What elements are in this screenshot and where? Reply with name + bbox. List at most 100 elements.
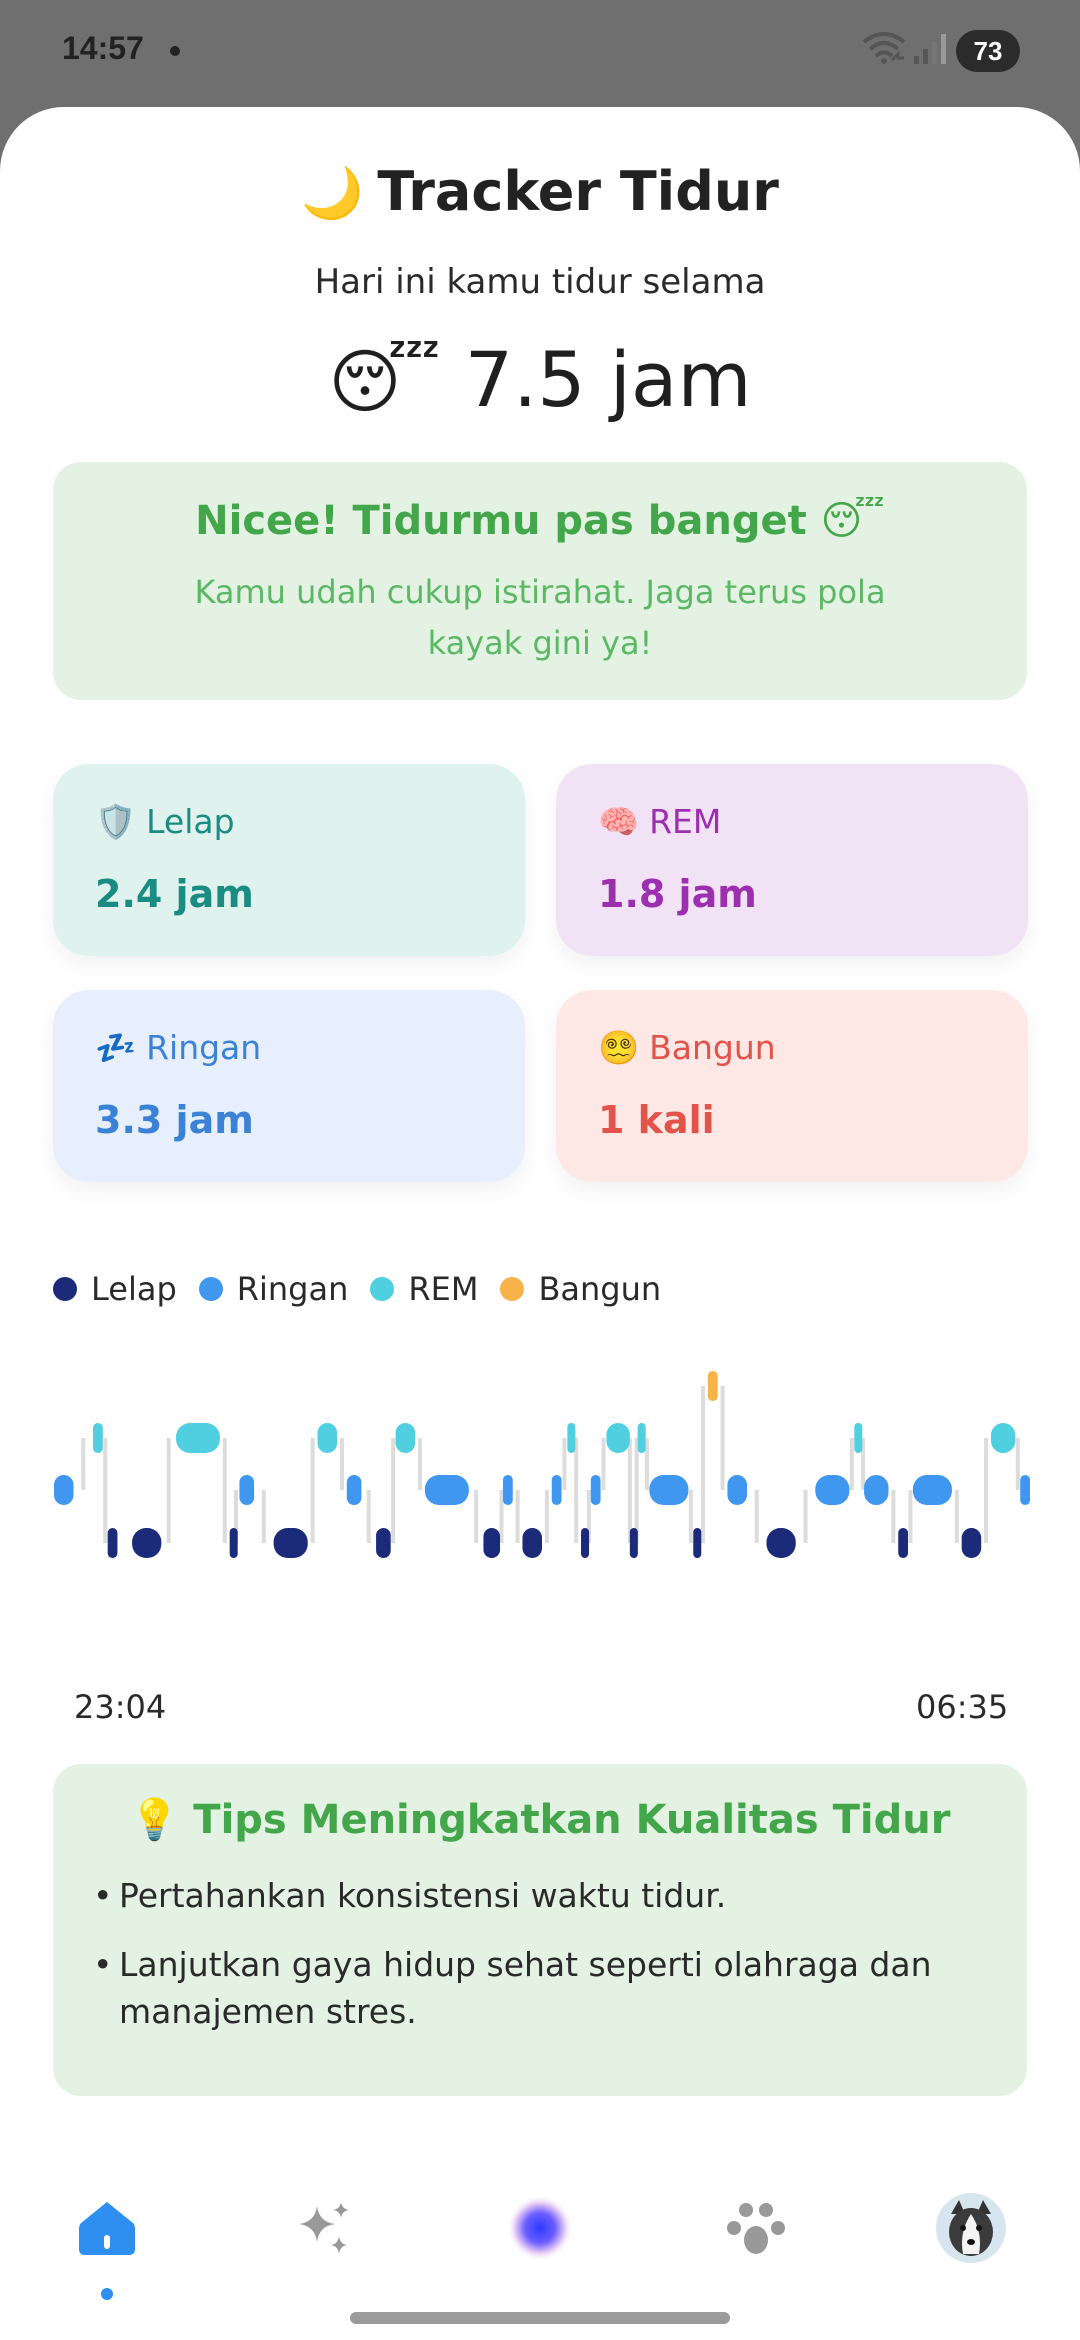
sleep-stage-segment xyxy=(961,1528,982,1558)
chart-end-time: 06:35 xyxy=(916,1688,1009,1726)
sleep-message-card: Nicee! Tidurmu pas banget 😴 Kamu udah cu… xyxy=(53,462,1027,700)
brain-icon: 🧠 xyxy=(598,802,640,841)
sleep-stage-segment xyxy=(567,1423,576,1453)
stat-label: Bangun xyxy=(649,1028,776,1067)
tips-card: 💡 Tips Meningkatkan Kualitas Tidur Perta… xyxy=(53,1764,1027,2096)
sleep-stage-segment xyxy=(766,1528,796,1558)
sleep-stage-segment xyxy=(107,1528,118,1558)
legend-item: REM xyxy=(370,1270,478,1308)
sleeping-face-icon: 😴 xyxy=(328,341,441,423)
sleep-stage-segment xyxy=(54,1475,74,1505)
sleep-stage-segment xyxy=(990,1423,1016,1453)
wifi-icon xyxy=(862,32,906,64)
status-time: 14:57 xyxy=(62,30,144,66)
sleep-stage-segment xyxy=(424,1475,469,1505)
nav-home-button[interactable] xyxy=(67,2188,147,2268)
battery-indicator: 73 xyxy=(956,30,1020,72)
tips-title: 💡 Tips Meningkatkan Kualitas Tidur xyxy=(129,1797,951,1843)
legend-label: REM xyxy=(408,1270,479,1308)
shield-icon: 🛡️ xyxy=(95,802,137,841)
stat-value: 1 kali xyxy=(598,1098,715,1142)
sleep-stage-segment xyxy=(854,1423,863,1453)
crescent-moon-icon: 🌙 xyxy=(301,164,364,222)
stat-card-rem: 🧠 REM 1.8 jam xyxy=(556,764,1028,956)
sleep-stage-segment xyxy=(649,1475,689,1505)
legend-swatch xyxy=(500,1277,525,1301)
stat-label: REM xyxy=(649,802,722,841)
home-indicator-bar xyxy=(350,2312,730,2324)
home-icon xyxy=(79,2202,135,2255)
sleep-hypnogram-chart xyxy=(54,1371,1030,1558)
sleep-stage-segment xyxy=(581,1528,590,1558)
sleep-duration: 😴 7.5 jam xyxy=(0,335,1080,424)
sparkles-icon xyxy=(299,2202,349,2254)
message-title: Nicee! Tidurmu pas banget 😴 xyxy=(195,498,885,544)
sleep-stage-segment xyxy=(707,1371,718,1401)
sleep-stage-segment xyxy=(606,1423,630,1453)
sleep-stage-segment xyxy=(864,1475,889,1505)
legend-item: Lelap xyxy=(53,1270,177,1308)
summary-label: Hari ini kamu tidur selama xyxy=(314,262,766,302)
nav-assistant-button[interactable] xyxy=(500,2188,580,2268)
nav-profile-button[interactable] xyxy=(931,2188,1011,2268)
sleep-stage-segment xyxy=(395,1423,416,1453)
tips-list: Pertahankan konsistensi waktu tidur. Lan… xyxy=(93,1872,993,2057)
sleep-stage-segment xyxy=(629,1528,638,1558)
legend-item: Bangun xyxy=(500,1270,661,1308)
sleep-stage-segment xyxy=(637,1423,646,1453)
status-bar: 14:57 73 xyxy=(0,0,1080,105)
sleep-stage-segment xyxy=(346,1475,362,1505)
stat-value: 1.8 jam xyxy=(598,872,757,916)
sleep-hours-value: 7.5 jam xyxy=(464,335,752,424)
nav-ai-button[interactable] xyxy=(285,2188,365,2268)
sleep-stage-segment xyxy=(912,1475,952,1505)
stat-value: 2.4 jam xyxy=(95,872,254,916)
page-title: 🌙 Tracker Tidur xyxy=(0,160,1080,223)
sleep-stage-segment xyxy=(483,1528,501,1558)
sleep-stage-segment xyxy=(93,1423,103,1453)
chart-legend: Lelap Ringan REM Bangun xyxy=(53,1270,683,1308)
sleep-stage-segment xyxy=(551,1475,562,1505)
people-icon xyxy=(727,2203,785,2254)
legend-label: Lelap xyxy=(91,1270,177,1308)
chart-start-time: 23:04 xyxy=(74,1688,167,1726)
notification-dot xyxy=(170,46,180,56)
sleep-stage-segment xyxy=(693,1528,702,1558)
legend-label: Bangun xyxy=(538,1270,662,1308)
legend-swatch xyxy=(370,1277,395,1301)
legend-swatch xyxy=(198,1277,223,1301)
sleep-stage-segment xyxy=(590,1475,601,1505)
stat-label: Ringan xyxy=(146,1028,262,1067)
sleep-stage-segment xyxy=(898,1528,908,1558)
sleep-stage-segment xyxy=(522,1528,542,1558)
stat-value: 3.3 jam xyxy=(95,1098,254,1142)
dizzy-face-icon: 😵‍💫 xyxy=(598,1028,640,1067)
signal-icon xyxy=(914,34,946,64)
tip-item: Pertahankan konsistensi waktu tidur. xyxy=(93,1872,993,1919)
stat-card-awake: 😵‍💫 Bangun 1 kali xyxy=(556,990,1028,1182)
sleep-stage-segment xyxy=(229,1528,238,1558)
page-title-text: Tracker Tidur xyxy=(377,160,779,223)
sleep-stage-segment xyxy=(376,1528,391,1558)
orb-icon xyxy=(507,2195,573,2261)
legend-swatch xyxy=(53,1277,77,1301)
sleep-stage-segment xyxy=(176,1423,220,1453)
legend-label: Ringan xyxy=(236,1270,349,1308)
stat-card-light: 💤 Ringan 3.3 jam xyxy=(53,990,525,1182)
sleep-stage-segment xyxy=(727,1475,747,1505)
nav-community-button[interactable] xyxy=(716,2188,796,2268)
sleep-stage-segment xyxy=(239,1475,255,1505)
active-tab-indicator xyxy=(101,2288,113,2300)
sleep-stage-segment xyxy=(132,1528,162,1558)
legend-item: Ringan xyxy=(198,1270,349,1308)
sleep-stage-segment xyxy=(815,1475,850,1505)
avatar xyxy=(936,2193,1006,2263)
message-body: Kamu udah cukup istirahat. Jaga terus po… xyxy=(194,573,886,662)
stat-card-deep: 🛡️ Lelap 2.4 jam xyxy=(53,764,525,956)
tip-item: Lanjutkan gaya hidup sehat seperti olahr… xyxy=(93,1941,993,2035)
sleep-stage-segment xyxy=(273,1528,308,1558)
sleep-stage-segment xyxy=(1020,1475,1030,1505)
zzz-icon: 💤 xyxy=(95,1028,137,1067)
sleep-stage-segment xyxy=(502,1475,513,1505)
sleep-stage-segment xyxy=(317,1423,338,1453)
